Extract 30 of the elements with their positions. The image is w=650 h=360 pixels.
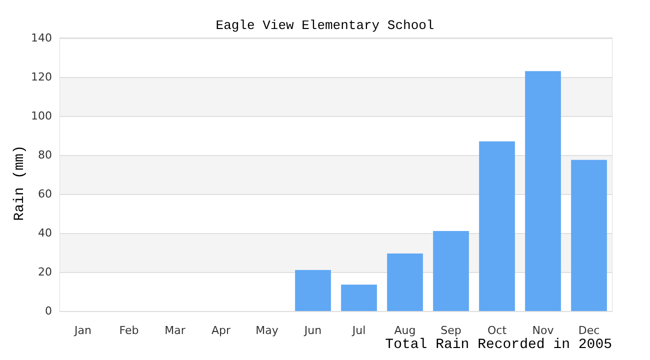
x-tick-label: Dec [578, 324, 600, 337]
x-tick-label: Sep [440, 324, 462, 337]
x-tick-label: Apr [211, 324, 231, 337]
bar [571, 160, 607, 311]
x-tick-label: Nov [532, 324, 554, 337]
y-tick-label: 40 [38, 226, 52, 240]
x-tick-label: Jul [351, 324, 366, 337]
y-tick-label: 140 [31, 32, 52, 44]
bar [479, 141, 515, 311]
y-tick-label: 80 [38, 148, 52, 162]
y-tick-label: 0 [45, 304, 52, 318]
y-tick-label: 20 [38, 266, 52, 278]
y-tick-label: 60 [38, 188, 52, 200]
bar [341, 284, 377, 311]
x-tick-label: Oct [487, 324, 508, 337]
bar [295, 270, 331, 311]
x-axis-title: Total Rain Recorded in 2005 [385, 337, 612, 353]
x-tick-label: Jan [74, 324, 92, 337]
bar [433, 231, 469, 311]
x-tick-label: Feb [119, 324, 139, 337]
chart-title: Eagle View Elementary School [216, 18, 434, 33]
x-tick-label: Aug [394, 324, 416, 337]
x-tick-label: Jun [303, 324, 322, 337]
x-tick-label: May [256, 324, 279, 337]
y-axis-title: Rain (mm) [12, 145, 28, 221]
y-tick-label: 100 [31, 110, 52, 122]
y-tick-label: 120 [31, 70, 52, 84]
bar [525, 71, 561, 311]
bar [387, 253, 423, 311]
x-tick-label: Mar [164, 324, 186, 337]
